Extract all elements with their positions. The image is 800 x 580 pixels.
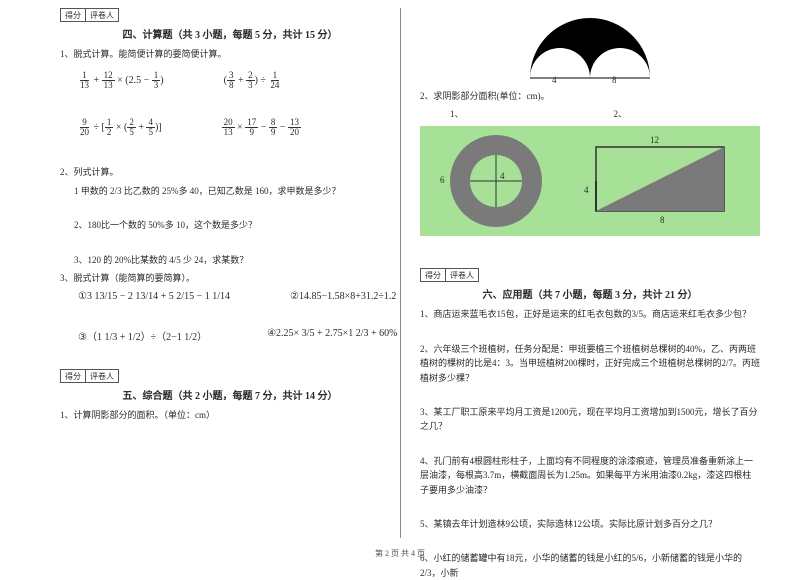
score-cell-left: 得分 [60,8,86,22]
expr2a: 920 ÷ [12 × (25 + 45)] [78,118,162,137]
sub-labels: 1、 2、 [450,107,760,120]
score-cell-right-6: 评卷人 [446,268,479,282]
score-box: 得分 评卷人 [60,8,400,22]
page-footer: 第 2 页 共 4 页 [0,548,800,559]
green-figure-band: 4 6 12 4 8 [420,126,760,236]
q1-text: 1、脱式计算。能简便计算的要简便计算。 [60,47,400,61]
expr-row-2: 920 ÷ [12 × (25 + 45)] 2013 × 179 − 89 −… [78,118,400,137]
score-cell-right: 评卷人 [86,8,119,22]
tri-top: 12 [650,135,659,145]
arch-label-8: 8 [612,75,617,85]
right-column: 4 8 2、求阴影部分面积(单位：cm)。 1、 2、 4 6 [410,8,770,545]
q6-5: 5、某镇去年计划造林9公顷，实际造林12公顷。实际比原计划多百分之几？ [420,517,760,531]
q2-2: 2、180比一个数的 50%多 10，这个数是多少？ [74,218,400,232]
section5-title: 五、综合题（共 2 小题，每题 7 分，共计 14 分） [60,387,400,402]
q3-1a: ①3 13/15 − 2 13/14 + 5 2/15 − 1 1/14 [78,291,230,302]
q3-row1: ①3 13/15 − 2 13/14 + 5 2/15 − 1 1/14 ②14… [78,291,400,302]
expr1a: 113 + 1213 × (2.5 − 13) [78,71,164,90]
score-box-5: 得分 评卷人 [60,369,400,383]
sub2: 2、 [614,107,628,120]
ring-figure: 4 6 [450,135,542,227]
r-q2: 2、求阴影部分面积(单位：cm)。 [420,89,760,103]
q6-2: 2、六年级三个班植树，任务分配是：甲班要植三个班植树总棵树的40%，乙、丙两班植… [420,342,760,385]
expr-row-1: 113 + 1213 × (2.5 − 13) (38 + 23) ÷ 124 [78,71,400,90]
tri-left: 4 [584,185,589,195]
sub1: 1、 [450,107,464,120]
expr1b: (38 + 23) ÷ 124 [224,71,282,90]
tri-bottom: 8 [660,215,665,225]
ring-outer-label: 6 [440,175,445,185]
left-column: 得分 评卷人 四、计算题（共 3 小题，每题 5 分，共计 15 分） 1、脱式… [50,8,410,545]
q2-3: 3、120 的 20%比某数的 4/5 少 24，求某数？ [74,253,400,267]
q3-1b: ②14.85−1.58×8+31.2÷1.2 [290,291,396,302]
q3-2b: ④2.25× 3/5 + 2.75×1 2/3 + 60% [267,328,397,343]
arch-label-4: 4 [552,75,557,85]
score-cell-left-6: 得分 [420,268,446,282]
q3-text: 3、脱式计算（能简算的要简算）。 [60,271,400,285]
figure-arch: 4 8 [520,8,660,83]
score-box-6: 得分 评卷人 [420,268,760,282]
q6-3: 3、某工厂职工原来平均月工资是1200元，现在平均月工资增加到1500元，增长了… [420,405,760,434]
score-cell-right-5: 评卷人 [86,369,119,383]
q3-2a: ③（1 1/3 + 1/2）÷（2−1 1/2） [78,328,207,343]
q3-row2: ③（1 1/3 + 1/2）÷（2−1 1/2） ④2.25× 3/5 + 2.… [78,328,400,343]
ring-inner-label: 4 [500,171,505,181]
expr2b: 2013 × 179 − 89 − 1320 [222,118,301,137]
q6-4: 4、孔门前有4根圆柱形柱子，上面均有不同程度的涂漆痕迹，管理员准备重新涂上一层油… [420,454,760,497]
triangle-figure: 12 4 8 [590,141,730,221]
section4-title: 四、计算题（共 3 小题，每题 5 分，共计 15 分） [60,26,400,41]
q6-1: 1、商店运来蓝毛衣15包，正好是运来的红毛衣包数的3/5。商店运来红毛衣多少包？ [420,307,760,321]
q2-1: 1 甲数的 2/3 比乙数的 25%多 40，已知乙数是 160，求甲数是多少？ [74,184,400,198]
q2-text: 2、列式计算。 [60,165,400,179]
score-cell-left-5: 得分 [60,369,86,383]
q5-1: 1、计算阴影部分的面积。（单位：cm） [60,408,400,422]
section6-title: 六、应用题（共 7 小题，每题 3 分，共计 21 分） [420,286,760,301]
